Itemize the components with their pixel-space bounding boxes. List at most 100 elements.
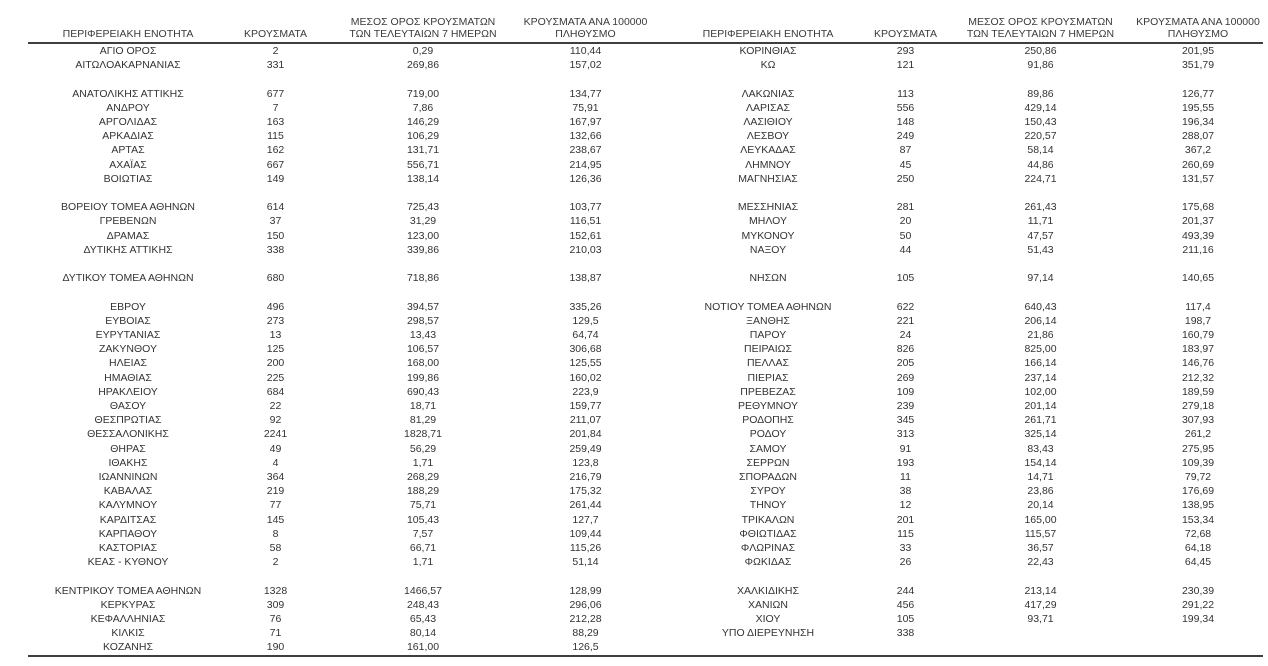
cell-right-avg7: 640,43: [1024, 300, 1057, 313]
cell-left-region: ΘΑΣΟΥ: [109, 400, 147, 413]
cell-right-per100k: 199,34: [1181, 613, 1215, 626]
cell-left-region: ΙΘΑΚΗΣ: [108, 456, 148, 469]
cell-left-cases: 338: [266, 243, 285, 256]
cell-left-per100k: 159,77: [569, 400, 602, 413]
cell-left-per100k: 210,03: [569, 243, 602, 256]
cell-right-avg7: 22,43: [1027, 556, 1054, 569]
table-row: ΚΑΒΑΛΑΣ 219 188,29 175,32 ΣΥΡΟΥ 38 23,86 176,69: [28, 484, 1263, 498]
cell-right-avg7: 166,14: [1024, 357, 1057, 370]
cell-right-per100k: [1133, 186, 1263, 200]
gap-cell: [648, 640, 673, 657]
cell-left-per100k: 261,44: [569, 499, 602, 512]
cell-right-avg7: 102,00: [1024, 385, 1057, 398]
cell-left-per100k: 125,55: [569, 357, 602, 370]
cell-left-avg7: 199,86: [406, 371, 440, 384]
cell-left-region: ΖΑΚΥΝΘΟΥ: [98, 343, 157, 356]
cell-right-avg7: 213,14: [1024, 584, 1057, 597]
cell-left-cases: 8: [272, 527, 279, 540]
cell-left-per100k: 126,5: [523, 640, 648, 657]
cell-left-region: ΚΑΣΤΟΡΙΑΣ: [98, 542, 158, 555]
cell-left-cases: 614: [266, 201, 285, 214]
cell-right-per100k: 72,68: [1184, 527, 1212, 540]
cell-left-region: ΑΡΓΟΛΙΔΑΣ: [98, 116, 158, 128]
cell-left-cases: 2241: [263, 428, 288, 441]
cell-right-avg7: 97,14: [1027, 272, 1054, 285]
cell-left-per100k: 115,26: [569, 542, 602, 555]
cell-left-avg7: 690,43: [406, 385, 440, 398]
cell-left-avg7: 1,71: [412, 556, 434, 569]
table-row: ΙΘΑΚΗΣ 4 1,71 123,8 ΣΕΡΡΩΝ 193 154,14 109,39: [28, 456, 1263, 470]
cell-left-avg7: 1828,71: [404, 428, 442, 441]
cell-left-avg7: 718,86: [406, 272, 440, 285]
cell-left-region: ΙΩΑΝΝΙΝΩΝ: [98, 471, 158, 484]
header-cases-left: ΚΡΟΥΣΜΑΤΑ: [228, 8, 323, 44]
cell-right-avg7: 154,14: [1024, 456, 1057, 469]
cell-left-region: ΚΑΒΑΛΑΣ: [103, 485, 153, 498]
header-gap: [648, 8, 673, 44]
cell-left-avg7: 339,86: [406, 243, 440, 256]
cell-right-region: ΞΑΝΘΗΣ: [746, 314, 790, 327]
cell-right-per100k: 79,72: [1184, 471, 1212, 484]
table-row: ΚΕΝΤΡΙΚΟΥ ΤΟΜΕΑ ΑΘΗΝΩΝ 1328 1466,57 128,99 Χ…: [28, 584, 1263, 598]
gap-cell: [648, 72, 673, 86]
cell-right-region: ΠΡΕΒΕΖΑΣ: [740, 385, 796, 398]
cell-right-per100k: 367,2: [1184, 144, 1212, 157]
table-row: ΚΙΛΚΙΣ 71 80,14 88,29 ΥΠΟ ΔΙΕΡΕΥΝΗΣΗ 338: [28, 626, 1263, 640]
cell-right-avg7: 417,29: [1024, 598, 1057, 611]
cell-left-region: ΕΥΡΥΤΑΝΙΑΣ: [95, 329, 161, 341]
table-row: ΚΑΛΥΜΝΟΥ 77 75,71 261,44 ΤΗΝΟΥ 12 20,14 138,95: [28, 498, 1263, 512]
cell-left-avg7: 18,71: [409, 400, 437, 413]
cell-right-per100k: [1133, 72, 1263, 86]
cell-left-per100k: 212,28: [569, 613, 602, 626]
cell-left-cases: 92: [269, 414, 282, 427]
cell-left-per100k: 157,02: [569, 59, 602, 72]
cell-left-per100k: 75,91: [572, 101, 599, 114]
cell-right-per100k: 261,2: [1184, 428, 1212, 441]
gap-cell: [648, 413, 673, 427]
cell-left-cases: 331: [266, 59, 285, 72]
cell-right-avg7: [948, 626, 1133, 640]
cell-left-region: [28, 285, 228, 299]
cell-right-avg7: 11,71: [1027, 215, 1054, 228]
cell-left-cases: 150: [266, 229, 285, 242]
cell-right-region: ΛΗΜΝΟΥ: [745, 158, 791, 171]
table-row: ΒΟΙΩΤΙΑΣ 149 138,14 126,36 ΜΑΓΝΗΣΙΑΣ 250 224,7…: [28, 172, 1263, 186]
cell-left-avg7: 298,57: [406, 314, 440, 327]
cell-left-avg7: 106,57: [406, 343, 440, 356]
cell-left-cases: 680: [266, 272, 285, 285]
cell-right-cases: 109: [896, 385, 915, 398]
cell-right-per100k: [1133, 257, 1263, 271]
cell-right-avg7: 20,14: [1027, 499, 1054, 512]
cell-right-avg7: 150,43: [1024, 116, 1057, 128]
cell-left-region: ΑΡΚΑΔΙΑΣ: [102, 130, 154, 143]
cell-right-cases: [863, 257, 948, 271]
cell-right-cases: 20: [899, 215, 912, 228]
table-row: ΘΕΣΣΑΛΟΝΙΚΗΣ 2241 1828,71 201,84 ΡΟΔΟΥ 313 325…: [28, 427, 1263, 441]
cell-right-cases: 239: [896, 400, 915, 413]
cell-left-region: ΑΓΙΟ ΟΡΟΣ: [99, 45, 157, 57]
cell-right-region: [673, 640, 863, 657]
cell-left-cases: 667: [266, 158, 285, 171]
cell-right-cases: 338: [896, 627, 915, 640]
table-row: [28, 186, 1263, 200]
cell-right-region: ΜΗΛΟΥ: [749, 215, 787, 228]
gap-cell: [648, 399, 673, 413]
cell-left-region: ΔΥΤΙΚΟΥ ΤΟΜΕΑ ΑΘΗΝΩΝ: [62, 272, 194, 285]
table-row: ΕΒΡΟΥ 496 394,57 335,26 ΝΟΤΙΟΥ ΤΟΜΕΑ ΑΘΗΝΩΝ 6…: [28, 300, 1263, 314]
cell-right-per100k: 288,07: [1181, 130, 1215, 143]
cell-left-avg7: 269,86: [406, 59, 440, 72]
table-row: ΚΟΖΑΝΗΣ 190 161,00 126,5: [28, 640, 1263, 657]
cell-left-region: ΑΙΤΩΛΟΑΚΑΡΝΑΝΙΑΣ: [75, 59, 181, 72]
cell-left-avg7: 161,00: [323, 640, 523, 657]
cell-left-region: ΔΥΤΙΚΗΣ ΑΤΤΙΚΗΣ: [83, 243, 173, 256]
gap-cell: [648, 356, 673, 370]
cell-left-region: ΗΛΕΙΑΣ: [108, 357, 147, 370]
cell-right-region: ΛΕΥΚΑΔΑΣ: [740, 144, 796, 157]
cell-left-region: [28, 257, 228, 271]
cell-right-region: ΧΙΟΥ: [755, 613, 781, 626]
cell-left-per100k: 110,44: [569, 45, 602, 57]
cell-left-avg7: 81,29: [409, 414, 437, 427]
cell-right-cases: [863, 640, 948, 657]
cell-right-region: ΠΑΡΟΥ: [749, 329, 787, 341]
